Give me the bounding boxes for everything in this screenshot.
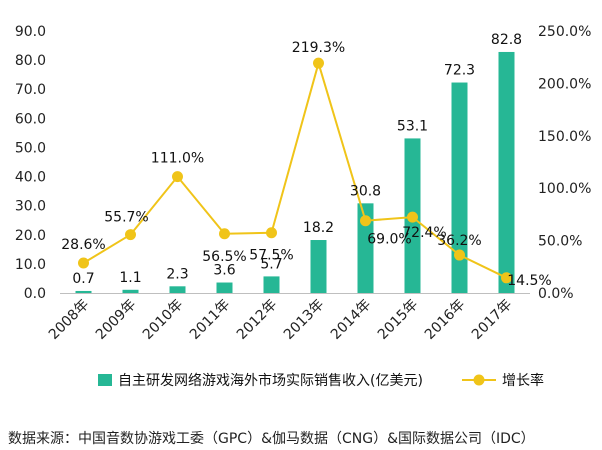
bar-value-label: 30.8 xyxy=(350,183,381,199)
chart: 0.0 10.0 20.0 30.0 40.0 50.0 60.0 70.0 80.0 90.0 0… xyxy=(15,24,592,389)
growth-value-label: 72.4% xyxy=(402,225,446,241)
growth-value-label: 14.5% xyxy=(507,273,551,289)
bar xyxy=(310,240,327,293)
bar xyxy=(263,276,280,293)
x-tick-label: 2012年 xyxy=(234,297,280,343)
y-left-tick-label: 90.0 xyxy=(15,24,46,40)
growth-line xyxy=(82,59,507,279)
y-left-tick-label: 30.0 xyxy=(15,199,46,215)
growth-point xyxy=(454,249,465,261)
growth-point xyxy=(501,272,512,284)
bar xyxy=(75,290,92,293)
x-tick-label: 2013年 xyxy=(281,297,327,343)
growth-value-label: 57.5% xyxy=(249,248,293,264)
bar xyxy=(451,82,468,293)
y-left-tick-label: 0.0 xyxy=(24,286,46,302)
source-note: 数据来源：中国音数协游戏工委（GPC）&伽马数据（CNG）&国际数据公司（IDC… xyxy=(8,431,535,447)
bar-value-label: 3.6 xyxy=(213,263,235,279)
bar-value-label: 82.8 xyxy=(491,32,522,48)
x-tick-label: 2010年 xyxy=(140,297,186,343)
x-tick-label: 2017年 xyxy=(469,297,515,343)
bar-value-label: 53.1 xyxy=(397,118,428,134)
x-tick-label: 2008年 xyxy=(46,297,92,343)
growth-point xyxy=(172,171,183,183)
y-left-tick-label: 10.0 xyxy=(15,257,46,273)
x-tick-label: 2009年 xyxy=(93,297,139,343)
growth-value-label: 55.7% xyxy=(104,210,148,226)
y-right-tick-label: 150.0% xyxy=(538,129,591,145)
y-right-tick-label: 200.0% xyxy=(538,76,591,92)
bar-value-label: 1.1 xyxy=(119,270,141,286)
bar xyxy=(498,51,515,294)
y-left-tick-label: 20.0 xyxy=(15,228,46,244)
bar xyxy=(216,282,233,293)
y-left-tick-label: 40.0 xyxy=(15,170,46,186)
bar-value-label: 72.3 xyxy=(444,63,475,79)
bar-value-label: 18.2 xyxy=(303,220,334,236)
growth-value-label: 36.2% xyxy=(437,233,481,249)
x-tick-label: 2016年 xyxy=(422,297,468,343)
legend-line-label: 增长率 xyxy=(502,372,544,389)
growth-point xyxy=(360,215,371,227)
growth-value-label: 69.0% xyxy=(367,232,411,248)
y-left-tick-label: 80.0 xyxy=(15,53,46,69)
x-tick-label: 2011年 xyxy=(187,297,233,343)
bar xyxy=(357,203,374,293)
growth-point xyxy=(407,211,418,223)
x-tick-label: 2014年 xyxy=(328,297,374,343)
growth-value-label: 28.6% xyxy=(61,237,105,253)
growth-point xyxy=(219,228,230,240)
bar-value-label: 2.3 xyxy=(166,266,188,282)
legend-bar-label: 自主研发网络游戏海外市场实际销售收入(亿美元) xyxy=(118,372,423,389)
legend-bar-swatch xyxy=(98,374,112,386)
growth-point xyxy=(78,257,89,269)
bar-value-label: 0.7 xyxy=(72,271,94,287)
bar xyxy=(122,289,139,293)
growth-value-label: 111.0% xyxy=(151,151,204,167)
x-tick-label: 2015年 xyxy=(375,297,421,343)
y-left-tick-label: 60.0 xyxy=(15,111,46,127)
legend-line-marker xyxy=(473,374,485,386)
y-left-tick-label: 50.0 xyxy=(15,140,46,156)
bar-value-label: 5.7 xyxy=(260,256,282,272)
y-right-tick-label: 0.0% xyxy=(538,286,574,302)
growth-point xyxy=(313,57,324,69)
bar xyxy=(169,286,186,293)
growth-point xyxy=(266,227,277,239)
y-right-tick-label: 100.0% xyxy=(538,181,591,197)
y-right-tick-label: 50.0% xyxy=(538,234,582,250)
growth-value-label: 219.3% xyxy=(292,40,345,56)
growth-point xyxy=(125,229,136,241)
y-right-tick-label: 250.0% xyxy=(538,24,591,40)
y-left-tick-label: 70.0 xyxy=(15,82,46,98)
growth-value-label: 56.5% xyxy=(202,249,246,265)
